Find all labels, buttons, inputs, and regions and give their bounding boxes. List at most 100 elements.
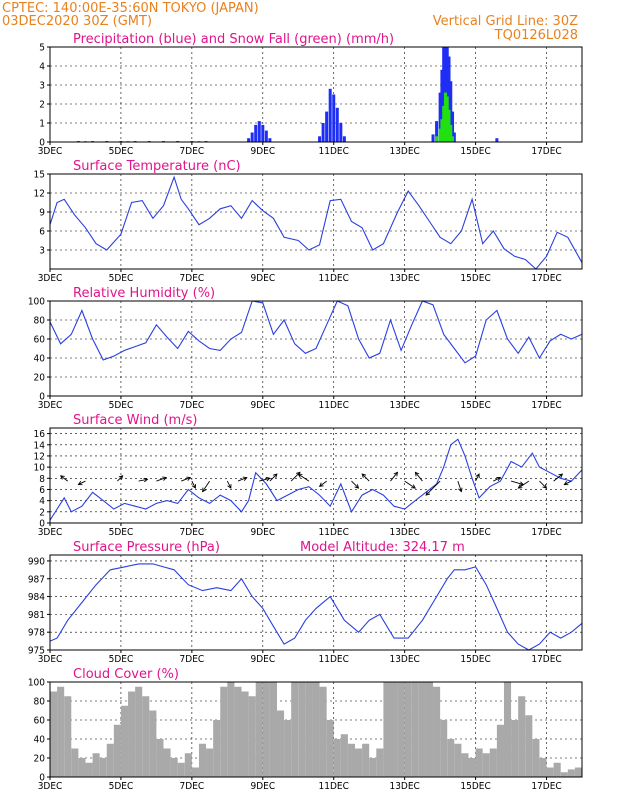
y-tick-label: 3 <box>39 81 45 92</box>
panel-frame <box>49 173 583 270</box>
cloud-bar <box>347 743 356 777</box>
precip-bar <box>332 94 336 142</box>
wind-arrow <box>237 477 247 482</box>
cloud-bar <box>57 686 65 777</box>
pres-subtitle: Model Altitude: 324.17 m <box>300 540 465 555</box>
x-tick-label: 17DEC <box>531 654 561 665</box>
x-tick-label: 9DEC <box>250 146 275 157</box>
cloud-bar <box>397 682 405 777</box>
cloud-bar <box>298 682 306 777</box>
cloud-bar <box>262 682 270 777</box>
cloud-bar <box>206 748 214 777</box>
y-tick-label: 8 <box>39 474 45 485</box>
x-tick-label: 15DEC <box>460 527 490 538</box>
wind-arrowhead <box>425 491 431 496</box>
precip-bar <box>257 121 261 142</box>
cloud-bar <box>78 758 86 777</box>
cloud-bar <box>433 686 441 777</box>
cloud-title: Cloud Cover (%) <box>73 667 179 682</box>
wind-arrowhead <box>143 477 149 483</box>
cloud-bar <box>326 720 334 777</box>
wind-arrow <box>493 477 501 482</box>
wind-line <box>49 438 583 521</box>
y-tick-label: 100 <box>28 297 45 308</box>
cloud-bar <box>177 762 185 777</box>
temp-title: Surface Temperature (nC) <box>73 159 241 174</box>
x-tick-label: 11DEC <box>319 400 349 411</box>
pres-data <box>49 563 583 651</box>
y-tick-label: 80 <box>34 697 46 708</box>
x-tick-label: 13DEC <box>389 273 419 284</box>
precip-bar <box>438 92 442 142</box>
cloud-bar <box>447 739 455 777</box>
cloud-bar <box>50 691 58 777</box>
precip-bar <box>328 88 332 142</box>
panel-pres: 975 978 981 984 987 990 3DEC 5DEC 7DEC 9DEC 11DEC 1… <box>28 540 583 665</box>
cloud-bar <box>198 743 207 777</box>
wind-arrowhead <box>191 484 196 489</box>
cloud-bar <box>340 734 348 777</box>
x-tick-label: 9DEC <box>250 781 275 792</box>
wind-arrowhead <box>517 484 523 489</box>
header-grid-line: Vertical Grid Line: 30Z <box>433 14 578 29</box>
wind-arrowhead <box>475 473 480 479</box>
cloud-bar <box>291 682 299 777</box>
cloud-bar <box>567 769 575 777</box>
cloud-bar <box>269 682 277 777</box>
x-tick-label: 13DEC <box>389 146 419 157</box>
cloud-bar <box>355 748 363 777</box>
cloud-bar <box>461 753 469 777</box>
cloud-bar <box>404 682 412 777</box>
cloud-bar <box>255 682 263 777</box>
x-tick-label: 5DEC <box>109 781 134 792</box>
cloud-bar <box>425 682 434 777</box>
x-tick-label: 17DEC <box>531 273 561 284</box>
cloud-bar <box>560 772 568 777</box>
x-tick-label: 11DEC <box>319 273 349 284</box>
x-tick-label: 15DEC <box>460 146 490 157</box>
y-tick-label: 0 <box>39 773 45 784</box>
x-tick-label: 7DEC <box>180 654 205 665</box>
snow-bar <box>443 92 447 142</box>
cloud-bar <box>532 739 540 777</box>
cloud-bar <box>170 758 178 777</box>
header-date: 03DEC2020 30Z (GMT) <box>2 14 152 29</box>
panel-precip: 0 1 2 3 4 5 3DEC 5DEC 7DEC 9DEC 11DEC 13DEC 15DEC 17D… <box>38 32 583 157</box>
x-tick-label: 9DEC <box>250 527 275 538</box>
cloud-bar <box>553 762 561 777</box>
wind-arrow <box>553 473 563 482</box>
wind-arrowhead <box>563 481 569 486</box>
y-tick-label: 20 <box>34 373 46 384</box>
cloud-bar <box>312 682 320 777</box>
wind-arrow <box>202 480 210 492</box>
y-tick-label: 12 <box>34 189 45 200</box>
wind-arrowhead <box>242 476 248 481</box>
precip-bar <box>335 107 339 142</box>
cloud-bar <box>248 696 256 777</box>
x-tick-label: 9DEC <box>250 273 275 284</box>
wind-arrowhead <box>414 471 420 477</box>
snow-bar <box>435 136 439 142</box>
y-tick-label: 0 <box>39 138 45 149</box>
x-tick-label: 9DEC <box>250 654 275 665</box>
wind-arrowhead <box>59 475 65 480</box>
y-tick-label: 975 <box>28 646 45 657</box>
x-tick-label: 5DEC <box>109 654 134 665</box>
x-tick-label: 3DEC <box>38 654 63 665</box>
cloud-bar <box>128 691 136 777</box>
cloud-bar <box>305 682 313 777</box>
x-tick-label: 15DEC <box>460 781 490 792</box>
precip-bar <box>452 132 456 142</box>
wind-arrowhead <box>202 487 207 493</box>
x-tick-label: 7DEC <box>180 146 205 157</box>
precip-data <box>76 47 499 142</box>
y-tick-label: 15 <box>34 170 45 181</box>
precip-bar <box>495 138 499 142</box>
x-tick-label: 7DEC <box>180 400 205 411</box>
precip-bar <box>254 124 258 142</box>
wind-arrow <box>510 480 524 486</box>
cloud-bar <box>411 682 419 777</box>
wind-arrow <box>319 480 327 487</box>
